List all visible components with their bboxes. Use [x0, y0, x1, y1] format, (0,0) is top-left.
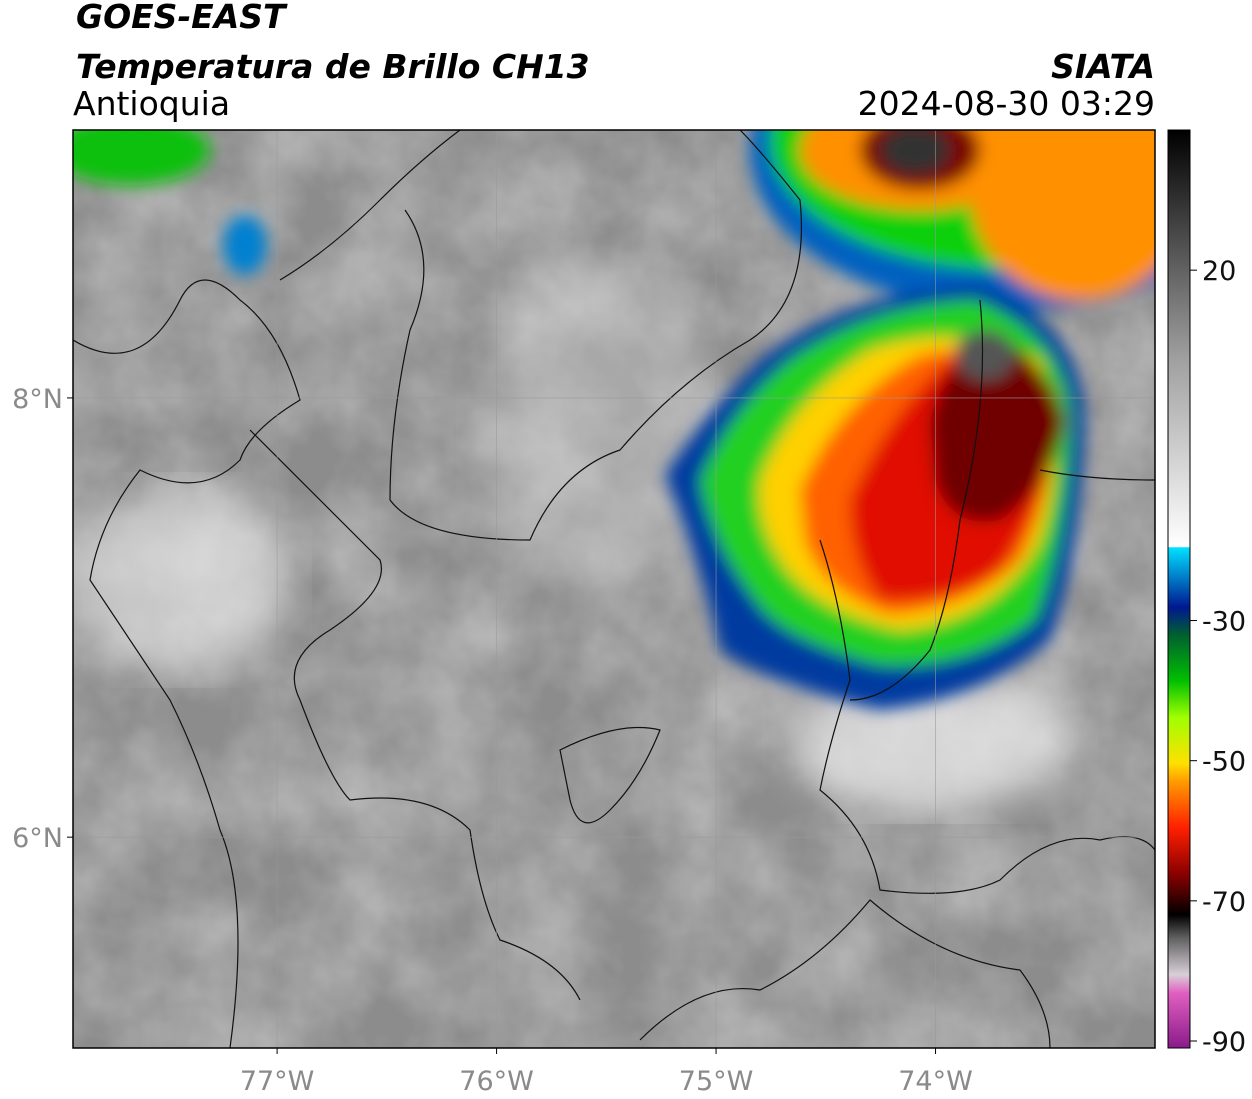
- x-tick-label: 74°W: [898, 1066, 973, 1097]
- y-tick-label: 6°N: [12, 823, 63, 854]
- map-frame: [72, 129, 1156, 1049]
- colorbar-tick-label: 20: [1202, 256, 1236, 287]
- colorbar: [1167, 129, 1191, 1049]
- colorbar-tick-label: -30: [1202, 607, 1246, 638]
- x-tick-label: 75°W: [679, 1066, 754, 1097]
- x-tick-label: 76°W: [459, 1066, 534, 1097]
- colorbar-tick-label: -90: [1202, 1027, 1246, 1058]
- grid: [73, 130, 1155, 1048]
- title-region: Antioquia: [73, 84, 230, 123]
- title-product: Temperatura de Brillo CH13: [76, 47, 590, 86]
- map-image: [73, 130, 1155, 1048]
- colorbar-tick-label: -50: [1202, 747, 1246, 778]
- title-agency: SIATA: [1051, 47, 1155, 86]
- title-datetime: 2024-08-30 03:29: [858, 84, 1155, 123]
- colorbar-tick-label: -70: [1202, 887, 1246, 918]
- borders: [73, 130, 1155, 1048]
- y-tick-label: 8°N: [12, 384, 63, 415]
- title-satellite: GOES-EAST: [76, 0, 288, 36]
- x-tick-label: 77°W: [240, 1066, 315, 1097]
